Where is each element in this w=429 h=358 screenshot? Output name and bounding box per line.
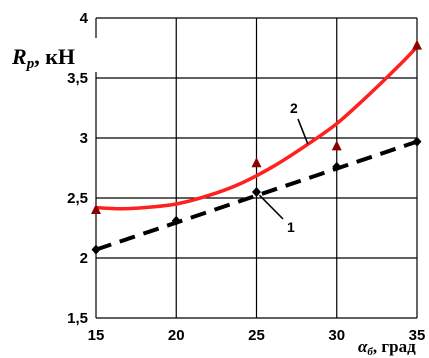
annotations: 12 xyxy=(258,100,309,235)
x-tick-label: 35 xyxy=(409,327,426,344)
y-tick-label: 1,5 xyxy=(67,310,88,327)
x-tick-label: 30 xyxy=(328,327,345,344)
data-point-diamond xyxy=(252,187,261,197)
y-tick-label: 3 xyxy=(80,130,88,147)
data-point-triangle xyxy=(331,140,342,151)
x-axis-label-unit: , град xyxy=(373,337,416,356)
data-point-diamond xyxy=(412,136,422,147)
y-axis-label-main: R xyxy=(11,44,27,69)
series-layer xyxy=(91,39,422,255)
data-point-diamond xyxy=(171,215,181,226)
x-tick-label: 15 xyxy=(88,327,105,344)
x-tick-label: 20 xyxy=(168,327,185,344)
x-axis-label-sub: б xyxy=(367,346,373,358)
y-axis-label-unit: , кН xyxy=(34,44,75,69)
annotation-leader-2 xyxy=(297,118,309,145)
series-2 xyxy=(91,39,422,214)
series-1-line xyxy=(95,139,418,252)
series-2-line xyxy=(95,45,419,211)
annotation-leader-1 xyxy=(258,194,284,220)
y-tick-label: 4 xyxy=(80,10,89,27)
data-point-diamond xyxy=(91,244,101,255)
x-axis-label-main: α xyxy=(358,337,368,356)
x-axis-label: αб, град xyxy=(358,337,416,358)
grid xyxy=(95,17,418,319)
y-tick-label: 2 xyxy=(80,250,88,267)
data-point-triangle xyxy=(251,157,262,168)
y-tick-label: 2,5 xyxy=(67,190,88,207)
x-tick-label: 25 xyxy=(248,327,265,344)
x-tick-labels: 15 20 25 30 35 xyxy=(88,327,426,344)
series-1 xyxy=(91,136,422,255)
data-point-diamond xyxy=(332,161,342,172)
annotation-label-2: 2 xyxy=(290,100,298,116)
y-label-background xyxy=(4,38,100,72)
y-tick-label: 3,5 xyxy=(67,70,88,87)
data-point-triangle xyxy=(91,204,101,214)
annotation-label-1: 1 xyxy=(287,219,295,235)
y-axis-label: Rp, кН xyxy=(11,44,75,72)
y-tick-labels: 1,5 2 2,5 3 3,5 4 xyxy=(67,10,89,327)
y-axis-label-sub: p xyxy=(25,56,35,72)
data-point-triangle xyxy=(412,39,422,50)
